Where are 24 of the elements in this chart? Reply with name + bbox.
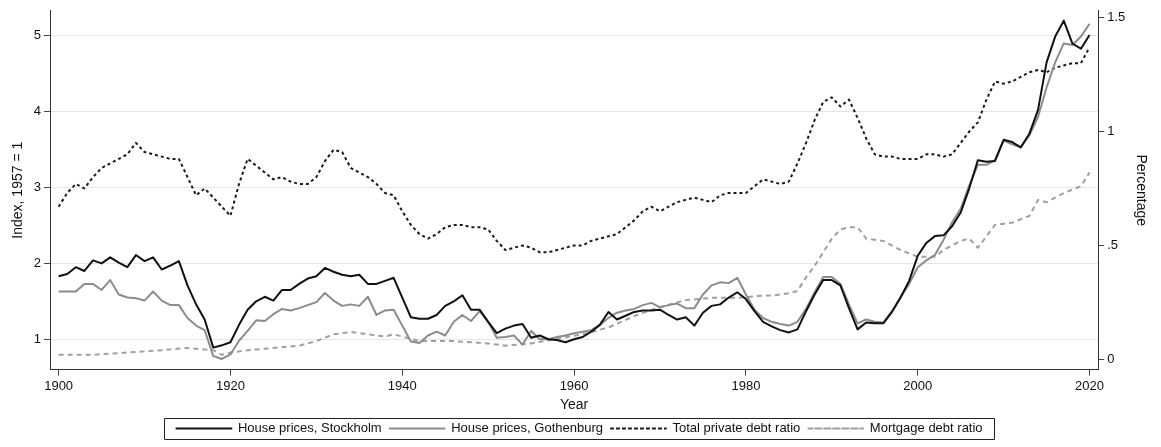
- y-axis-title: Index, 1957 = 1: [9, 141, 26, 239]
- x-tick-label: 2020: [1075, 377, 1104, 393]
- y-tick-label: 5: [33, 27, 42, 43]
- x-axis-title: Year: [559, 396, 589, 413]
- x-tick-label: 2000: [903, 377, 933, 393]
- x-tick-label: 1920: [215, 377, 245, 393]
- y2-tick-label: 1.5: [1107, 9, 1126, 25]
- x-tick-label: 1900: [44, 377, 74, 393]
- y-tick-label: 1: [33, 330, 42, 346]
- x-tick-label: 1960: [559, 377, 589, 393]
- line-series: [57, 171, 1091, 356]
- x-tick-label: 1980: [731, 377, 761, 393]
- y-tick-label: 4: [33, 103, 42, 119]
- x-tick-label: 1940: [387, 377, 417, 393]
- y2-axis-title: Percentage: [1133, 154, 1150, 227]
- legend-label: House prices, Gothenburg: [451, 420, 603, 436]
- y-tick-label: 2: [33, 254, 42, 270]
- y2-tick-label: 1: [1107, 123, 1115, 139]
- y2-tick-label: .5: [1107, 237, 1118, 253]
- y-tick-label: 3: [33, 179, 42, 195]
- legend-label: Total private debt ratio: [672, 420, 801, 436]
- y2-tick-label: 0: [1107, 350, 1115, 366]
- legend-label: Mortgage debt ratio: [869, 420, 983, 436]
- legend-label: House prices, Stockholm: [237, 420, 382, 436]
